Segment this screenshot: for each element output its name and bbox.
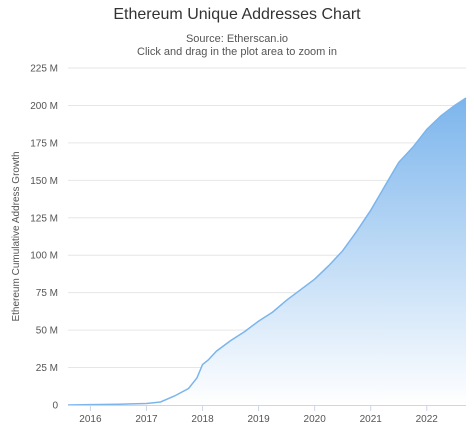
x-tick-label: 2019 [247, 414, 270, 425]
chart-subtitle-zoom-hint: Click and drag in the plot area to zoom … [137, 46, 337, 58]
axes: 0 25 M 50 M 75 M 100 M 125 M 150 M 175 M 200 M 22… [11, 64, 466, 425]
x-tick-label: 2021 [360, 414, 383, 425]
x-tick-label: 2022 [416, 414, 439, 425]
y-tick-label: 75 M [36, 288, 58, 299]
y-tick-label: 100 M [30, 251, 58, 262]
chart-subtitle-source: Source: Etherscan.io [185, 33, 289, 45]
y-tick-label: 150 M [30, 176, 58, 187]
y-tick-label: 175 M [30, 138, 58, 149]
y-tick-label: 200 M [30, 101, 58, 112]
series-line [67, 97, 467, 406]
chart-title: Ethereum Unique Addresses Chart [113, 6, 361, 23]
x-tick-label: 2020 [304, 414, 327, 425]
y-axis-title: Ethereum Cumulative Address Growth [11, 151, 22, 321]
x-tick-label: 2016 [79, 414, 102, 425]
y-tick-label: 50 M [36, 326, 58, 337]
y-tick-label: 225 M [30, 64, 58, 75]
y-tick-label: 125 M [30, 213, 58, 224]
series-area-fill [68, 98, 466, 405]
x-tick-label: 2017 [135, 414, 158, 425]
series-ethereum-addresses [67, 97, 467, 406]
y-tick-label: 25 M [36, 363, 58, 374]
y-tick-label: 0 [52, 401, 58, 412]
x-tick-label: 2018 [191, 414, 214, 425]
